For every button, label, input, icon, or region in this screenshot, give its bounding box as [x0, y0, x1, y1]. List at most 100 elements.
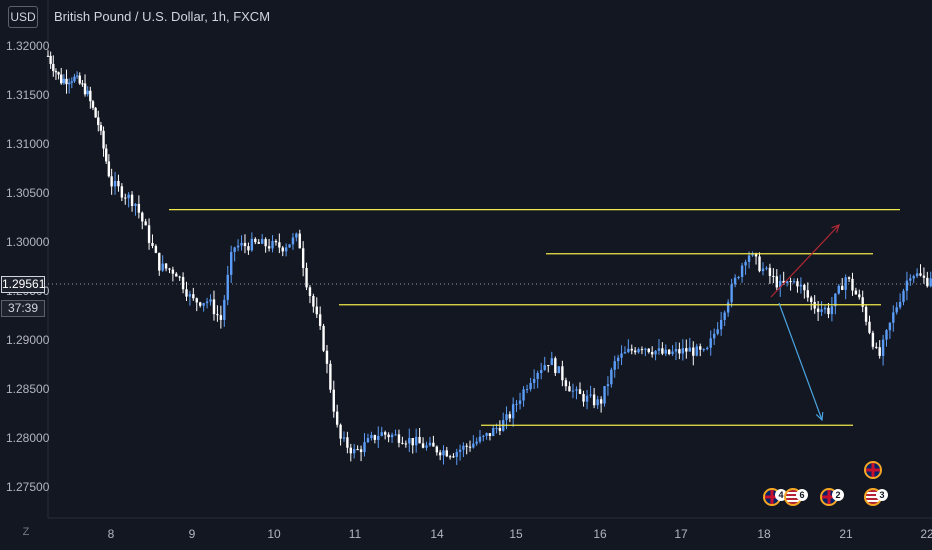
candle-body[interactable] — [428, 442, 432, 446]
candle-body[interactable] — [175, 273, 178, 277]
candle-body[interactable] — [844, 277, 847, 290]
candle-body[interactable] — [105, 148, 108, 162]
candle-body[interactable] — [356, 449, 359, 451]
candle-body[interactable] — [905, 280, 909, 291]
candle-body[interactable] — [657, 348, 661, 351]
candle-body[interactable] — [363, 442, 366, 453]
candle-body[interactable] — [851, 278, 854, 291]
candle-body[interactable] — [83, 83, 87, 95]
candle-body[interactable] — [380, 432, 383, 436]
candle-body[interactable] — [377, 435, 380, 440]
candle-body[interactable] — [644, 348, 647, 350]
candle-body[interactable] — [370, 435, 373, 439]
candle-body[interactable] — [346, 437, 349, 448]
candle-body[interactable] — [401, 442, 404, 444]
candle-body[interactable] — [414, 436, 418, 446]
candle-body[interactable] — [785, 281, 789, 284]
candle-body[interactable] — [147, 225, 151, 243]
candle-body[interactable] — [606, 384, 610, 387]
candle-body[interactable] — [702, 349, 705, 351]
candle-body[interactable] — [236, 245, 240, 248]
candle-body[interactable] — [332, 389, 335, 412]
candle-body[interactable] — [737, 277, 740, 279]
candle-body[interactable] — [81, 83, 84, 85]
candle-body[interactable] — [875, 346, 878, 348]
candle-body[interactable] — [575, 389, 578, 391]
candle-body[interactable] — [525, 389, 529, 391]
candle-body[interactable] — [322, 325, 325, 351]
candle-body[interactable] — [349, 447, 352, 454]
candle-body[interactable] — [117, 180, 120, 187]
zoom-reset-button[interactable]: Z — [22, 526, 30, 538]
candle-body[interactable] — [603, 386, 606, 404]
candle-body[interactable] — [550, 358, 553, 366]
candle-body[interactable] — [229, 251, 233, 275]
candle-body[interactable] — [124, 197, 127, 199]
candle-body[interactable] — [681, 348, 685, 354]
candle-body[interactable] — [929, 278, 932, 287]
candle-body[interactable] — [671, 351, 674, 355]
candle-body[interactable] — [195, 298, 198, 303]
candle-body[interactable] — [185, 289, 188, 297]
candle-body[interactable] — [492, 428, 495, 436]
candle-body[interactable] — [171, 269, 175, 274]
candle-body[interactable] — [678, 349, 681, 354]
candle-body[interactable] — [233, 247, 236, 252]
candle-body[interactable] — [181, 276, 185, 290]
candle-body[interactable] — [192, 294, 195, 299]
candle-body[interactable] — [543, 365, 546, 371]
candle-body[interactable] — [442, 450, 445, 456]
candle-body[interactable] — [46, 55, 50, 57]
candle-body[interactable] — [52, 63, 55, 72]
candle-body[interactable] — [298, 233, 301, 249]
candle-body[interactable] — [387, 434, 390, 438]
candle-body[interactable] — [99, 125, 103, 131]
candle-body[interactable] — [554, 358, 557, 374]
candle-body[interactable] — [713, 333, 716, 339]
candle-body[interactable] — [78, 75, 81, 84]
candle-body[interactable] — [308, 287, 312, 296]
candle-body[interactable] — [654, 350, 657, 355]
candle-body[interactable] — [284, 247, 288, 252]
candle-body[interactable] — [511, 404, 515, 419]
candle-body[interactable] — [219, 315, 223, 320]
candle-body[interactable] — [458, 449, 462, 452]
candle-body[interactable] — [775, 276, 778, 288]
candle-body[interactable] — [754, 253, 758, 257]
candle-body[interactable] — [67, 82, 71, 85]
candle-body[interactable] — [837, 285, 840, 294]
candle-body[interactable] — [448, 456, 452, 458]
candle-body[interactable] — [730, 284, 733, 303]
candle-body[interactable] — [610, 369, 613, 385]
candle-body[interactable] — [240, 242, 243, 246]
candle-body[interactable] — [796, 281, 799, 287]
candle-body[interactable] — [318, 314, 322, 326]
candle-body[interactable] — [623, 352, 627, 354]
candle-body[interactable] — [70, 81, 74, 83]
candle-body[interactable] — [482, 435, 485, 437]
candle-body[interactable] — [667, 349, 671, 355]
candle-body[interactable] — [455, 451, 458, 457]
candle-body[interactable] — [257, 242, 260, 244]
candle-body[interactable] — [247, 246, 250, 251]
candle-body[interactable] — [878, 347, 881, 356]
candle-body[interactable] — [462, 445, 465, 450]
candle-body[interactable] — [452, 456, 455, 458]
candle-body[interactable] — [301, 248, 305, 268]
uk-flag-icon[interactable] — [864, 461, 882, 479]
candle-body[interactable] — [267, 246, 271, 249]
candle-body[interactable] — [260, 239, 264, 244]
candle-body[interactable] — [86, 90, 89, 95]
candle-body[interactable] — [288, 244, 291, 248]
candle-body[interactable] — [915, 273, 919, 277]
candle-body[interactable] — [390, 434, 394, 438]
candle-body[interactable] — [57, 72, 60, 75]
candle-body[interactable] — [515, 403, 518, 405]
candle-body[interactable] — [768, 267, 772, 276]
candle-body[interactable] — [799, 284, 803, 287]
candle-body[interactable] — [199, 302, 202, 306]
candle-body[interactable] — [154, 245, 158, 253]
candle-body[interactable] — [532, 378, 536, 383]
candle-body[interactable] — [305, 267, 308, 288]
candle-body[interactable] — [445, 450, 448, 457]
